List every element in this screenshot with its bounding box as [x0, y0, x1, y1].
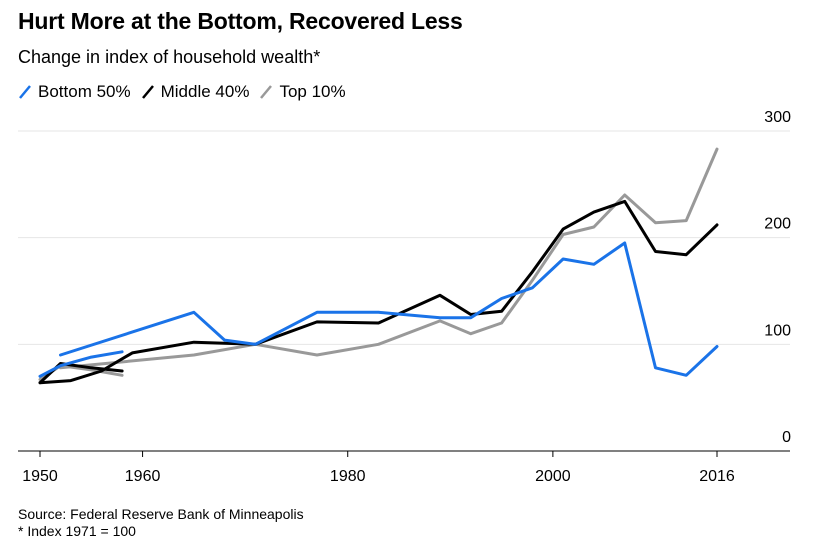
y-tick-label: 0	[782, 429, 791, 446]
x-tick-label: 1960	[125, 468, 161, 485]
series-line-bottom-50	[38, 350, 124, 378]
chart-title: Hurt More at the Bottom, Recovered Less	[18, 8, 463, 34]
x-tick-label: 1950	[22, 468, 58, 485]
legend-swatch-top-10	[259, 84, 273, 100]
legend-swatch-bottom-50	[18, 84, 32, 100]
legend-label-bottom-50: Bottom 50%	[38, 82, 131, 101]
series-line-bottom-50	[59, 241, 719, 377]
legend-swatch-line	[19, 85, 31, 99]
legend-item-top-10: Top 10%	[259, 82, 346, 102]
legend-label-middle-40: Middle 40%	[160, 82, 250, 101]
legend-item-middle-40: Middle 40%	[141, 82, 250, 102]
index-footnote: * Index 1971 = 100	[18, 523, 136, 539]
series-line-top-10	[59, 147, 719, 370]
source-note: Source: Federal Reserve Bank of Minneapo…	[18, 506, 304, 522]
chart-legend: Bottom 50% Middle 40% Top 10%	[18, 80, 356, 104]
chart-subtitle: Change in index of household wealth*	[18, 47, 321, 67]
legend-label-top-10: Top 10%	[279, 82, 346, 101]
y-tick-label: 100	[764, 322, 791, 339]
x-tick-label: 1980	[330, 468, 366, 485]
y-tick-label: 200	[764, 216, 791, 233]
legend-swatch-middle-40	[141, 84, 155, 100]
legend-item-bottom-50: Bottom 50%	[18, 82, 131, 102]
x-tick-label: 2000	[535, 468, 571, 485]
legend-swatch-line	[141, 85, 154, 99]
y-tick-label: 300	[764, 109, 791, 126]
chart-footer: Source: Federal Reserve Bank of Minneapo…	[18, 506, 304, 540]
x-tick-label: 2016	[699, 468, 735, 485]
series-line-middle-40	[38, 199, 719, 385]
legend-swatch-line	[260, 85, 273, 99]
